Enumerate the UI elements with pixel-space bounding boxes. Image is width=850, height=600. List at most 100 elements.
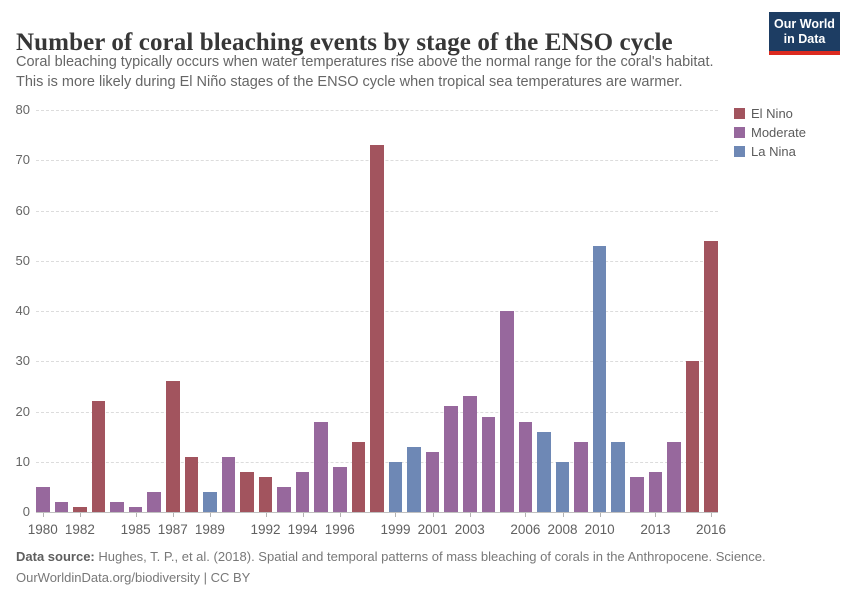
bar-2016-el_nino[interactable] [704,240,718,512]
owid-logo: Our World in Data [769,12,840,55]
year-column-2000 [407,110,421,512]
gridline-80 [36,110,718,111]
bar-1995-moderate[interactable] [314,421,328,512]
y-tick-label-20: 20 [15,403,30,419]
year-column-1981 [54,110,69,512]
year-column-1987: 1987 [158,110,188,537]
bar-1985-moderate[interactable] [128,506,143,512]
x-tick-2008 [562,513,564,517]
x-tick-label-1982: 1982 [64,522,95,537]
owid-logo-line2: in Data [783,32,826,46]
bar-2005-moderate[interactable] [500,311,514,512]
bar-1994-moderate[interactable] [295,471,310,512]
bar-2003-moderate[interactable] [462,396,477,512]
x-tick-1996 [339,513,341,517]
bar-1981-moderate[interactable] [54,501,69,512]
x-tick-label-1994: 1994 [287,522,318,537]
bar-1998-el_nino[interactable] [370,145,384,512]
bars-layer: 1980 1982 1985 1987 1989 1992 1994 1996 1999 2001… [28,110,726,537]
bar-1997-el_nino[interactable] [351,441,366,512]
year-column-2002 [444,110,458,512]
bar-2010-la_nina[interactable] [592,245,607,512]
y-tick-label-50: 50 [15,252,30,268]
x-tick-1987 [172,513,174,517]
x-tick-label-1992: 1992 [250,522,281,537]
year-column-1998 [370,110,384,512]
bar-2014-moderate[interactable] [667,441,681,512]
chart-subtitle-line2: This is more likely during El Niño stage… [16,74,683,90]
bar-2007-la_nina[interactable] [537,431,551,512]
bar-1990-moderate[interactable] [221,456,236,512]
x-tick-label-2003: 2003 [454,522,485,537]
bar-2002-moderate[interactable] [444,406,458,512]
bar-2000-la_nina[interactable] [407,446,421,512]
bar-2011-la_nina[interactable] [611,441,625,512]
bar-2013-moderate[interactable] [648,471,663,512]
year-column-1983 [91,110,106,512]
bar-2001-moderate[interactable] [425,451,440,512]
year-column-2011 [611,110,625,512]
bar-1993-moderate[interactable] [277,486,291,512]
bar-1999-la_nina[interactable] [388,461,403,512]
bar-2006-moderate[interactable] [518,421,533,512]
legend-item-el-nino: El Nino [734,105,806,121]
year-column-1995 [314,110,328,512]
year-column-1982: 1982 [65,110,95,537]
x-tick-1982 [79,513,81,517]
x-tick-2003 [469,513,471,517]
x-tick-label-1985: 1985 [120,522,151,537]
bar-2004-moderate[interactable] [481,416,496,512]
bar-2012-moderate[interactable] [630,476,644,512]
x-tick-1999 [395,513,397,517]
x-tick-1980 [42,513,44,517]
year-column-1997 [351,110,366,512]
y-tick-label-70: 70 [15,152,30,168]
year-column-1984 [110,110,124,512]
bar-1987-el_nino[interactable] [165,381,180,512]
bar-1991-el_nino[interactable] [240,471,254,512]
bar-2015-el_nino[interactable] [685,361,700,512]
license-line: OurWorldinData.org/biodiversity | CC BY [16,570,251,585]
bar-1983-el_nino[interactable] [91,401,106,512]
y-tick-label-40: 40 [15,303,30,318]
year-column-2015 [685,110,700,512]
legend: El Nino Moderate La Nina [734,105,806,159]
bar-1988-el_nino[interactable] [184,456,199,512]
bar-1980-moderate[interactable] [36,486,50,512]
bar-2009-moderate[interactable] [574,441,588,512]
year-column-1992: 1992 [251,110,281,537]
bar-1996-moderate[interactable] [333,466,347,512]
x-tick-label-2008: 2008 [547,522,578,537]
y-tick-label-80: 80 [15,102,30,117]
legend-label: El Nino [751,105,793,121]
y-tick-label-0: 0 [22,504,30,519]
bar-1984-moderate[interactable] [110,501,124,512]
legend-item-la-nina: La Nina [734,143,806,159]
x-tick-2010 [599,513,601,517]
x-tick-2016 [711,513,713,517]
x-tick-label-2013: 2013 [640,522,671,537]
x-axis-line [36,512,718,513]
x-tick-label-1989: 1989 [194,522,225,537]
bar-2008-la_nina[interactable] [555,461,570,512]
bar-1982-el_nino[interactable] [73,506,87,512]
year-column-2006: 2006 [510,110,540,537]
x-tick-label-1980: 1980 [27,522,58,537]
bar-1986-moderate[interactable] [147,491,161,512]
bar-1992-el_nino[interactable] [258,476,273,512]
data-source-label: Data source: [16,549,95,564]
year-column-2005 [500,110,514,512]
legend-item-moderate: Moderate [734,124,806,140]
moderate-swatch-icon [734,126,745,138]
year-column-2007 [537,110,551,512]
bar-1989-la_nina[interactable] [203,491,217,512]
y-tick-label-60: 60 [15,202,30,218]
x-tick-1989 [209,513,211,517]
y-tick-label-30: 30 [15,353,30,369]
x-tick-2001 [432,513,434,517]
chart-footer: Data source: Hughes, T. P., et al. (2018… [16,546,816,588]
year-column-2012 [630,110,644,512]
data-source-line: Data source: Hughes, T. P., et al. (2018… [16,546,816,567]
x-tick-label-1996: 1996 [324,522,355,537]
year-column-2008: 2008 [548,110,578,537]
